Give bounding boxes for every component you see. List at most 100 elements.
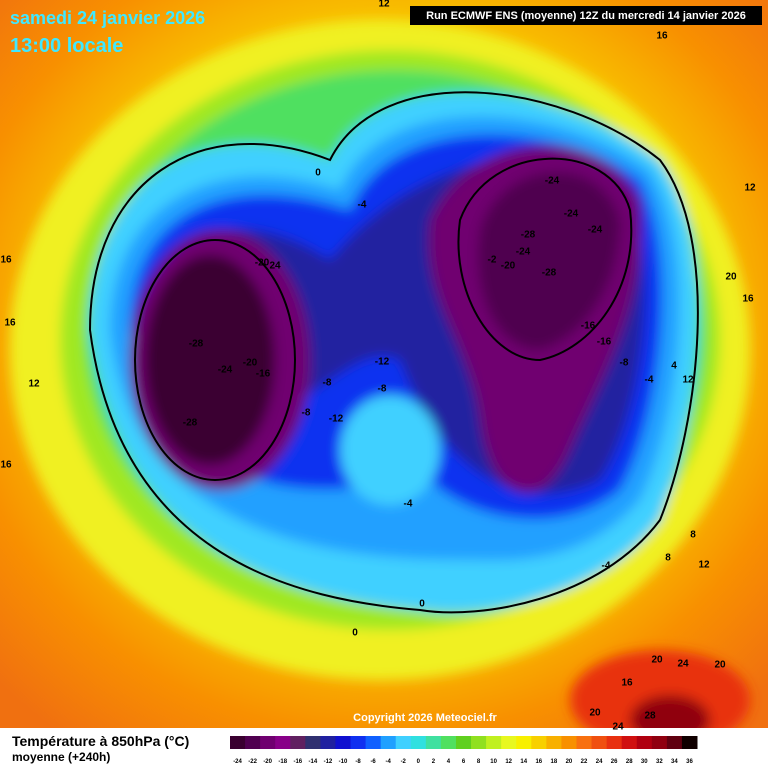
scale-swatch bbox=[365, 736, 382, 749]
contour-label: -2 bbox=[488, 255, 497, 266]
scale-label: -6 bbox=[370, 759, 376, 765]
contour-label: 16 bbox=[0, 460, 12, 471]
scale-label: 20 bbox=[566, 759, 573, 765]
contour-label: 20 bbox=[714, 660, 726, 671]
scale-label: -2 bbox=[401, 759, 407, 765]
run-info: Run ECMWF ENS (moyenne) 12Z du mercredi … bbox=[426, 10, 746, 22]
scale-label: 4 bbox=[447, 759, 451, 765]
scale-swatch bbox=[455, 736, 472, 749]
contour-label: -16 bbox=[581, 321, 596, 332]
contour-label: 16 bbox=[0, 255, 12, 266]
contour-label: -16 bbox=[256, 369, 271, 380]
contour-label: -8 bbox=[302, 408, 311, 419]
scale-label: 6 bbox=[462, 759, 466, 765]
contour-label: 24 bbox=[269, 261, 281, 272]
scale-swatch bbox=[576, 736, 593, 749]
scale-swatch bbox=[335, 736, 352, 749]
contour-label: -28 bbox=[542, 268, 557, 279]
scale-label: 8 bbox=[477, 759, 481, 765]
scale-swatch bbox=[591, 736, 608, 749]
scale-swatch bbox=[486, 736, 502, 749]
contour-label: -24 bbox=[588, 225, 603, 236]
scale-label: 32 bbox=[656, 759, 663, 765]
contour-label: -4 bbox=[404, 499, 413, 510]
contour-label: -8 bbox=[378, 384, 387, 395]
scale-swatch bbox=[621, 736, 638, 749]
contour-label: -24 bbox=[545, 176, 560, 187]
contour-label: -12 bbox=[375, 357, 390, 368]
scale-swatch bbox=[651, 736, 668, 749]
contour-label: 16 bbox=[621, 678, 633, 689]
contour-label: 12 bbox=[698, 560, 710, 571]
scale-label: -20 bbox=[263, 759, 272, 765]
contour-label: -20 bbox=[243, 358, 258, 369]
contour-label: 20 bbox=[651, 655, 663, 666]
scale-swatch bbox=[320, 736, 336, 749]
contour-label: 12 bbox=[28, 379, 40, 390]
scale-label: 30 bbox=[641, 759, 648, 765]
scale-label: -22 bbox=[248, 759, 257, 765]
scale-swatch bbox=[260, 736, 276, 749]
color-scale: -24 -22 -20 -18 -16 -14 -12 -10 -8 -6 -4 -2 0 2 4 6 8 10 1… bbox=[230, 736, 698, 765]
scale-label: 2 bbox=[432, 759, 436, 765]
scale-swatch bbox=[425, 736, 442, 749]
contour-label: 16 bbox=[4, 318, 16, 329]
scale-label: 26 bbox=[611, 759, 618, 765]
copyright: Copyright 2026 Meteociel.fr bbox=[353, 712, 497, 724]
contour-label: 20 bbox=[589, 708, 601, 719]
scale-label: 18 bbox=[551, 759, 558, 765]
scale-swatch bbox=[380, 736, 397, 749]
contour-label: 16 bbox=[742, 294, 754, 305]
contour-label: 0 bbox=[419, 599, 425, 610]
scale-label: 36 bbox=[686, 759, 693, 765]
scale-label: -8 bbox=[355, 759, 361, 765]
scale-label: 34 bbox=[671, 759, 678, 765]
scale-label: 28 bbox=[626, 759, 633, 765]
contour-label: 24 bbox=[612, 722, 624, 733]
scale-label: 12 bbox=[505, 759, 512, 765]
scale-label: -4 bbox=[386, 759, 392, 765]
contour-label: -4 bbox=[358, 200, 367, 211]
scale-label: -18 bbox=[278, 759, 287, 765]
contour-label: -28 bbox=[189, 339, 204, 350]
scale-swatch bbox=[561, 736, 577, 749]
contour-label: -16 bbox=[597, 337, 612, 348]
contour-label: -20 bbox=[255, 258, 270, 269]
contour-label: 4 bbox=[671, 361, 677, 372]
scale-swatch bbox=[290, 736, 306, 749]
scale-label: 16 bbox=[535, 759, 542, 765]
contour-label: 0 bbox=[352, 628, 358, 639]
contour-label: -28 bbox=[183, 418, 198, 429]
contour-label: 8 bbox=[665, 553, 671, 564]
scale-label: -12 bbox=[324, 759, 333, 765]
contour-label: -4 bbox=[602, 561, 611, 572]
contour-label: -8 bbox=[323, 378, 332, 389]
scale-label: 24 bbox=[596, 759, 603, 765]
scale-label: -24 bbox=[233, 759, 242, 765]
scale-swatch bbox=[531, 736, 547, 749]
contour-label: 8 bbox=[690, 530, 696, 541]
scale-swatch bbox=[471, 736, 487, 749]
contour-label: 28 bbox=[644, 711, 656, 722]
scale-label: 14 bbox=[520, 759, 527, 765]
scale-label: -10 bbox=[339, 759, 348, 765]
contour-label: 0 bbox=[315, 168, 321, 179]
run-box bbox=[410, 6, 762, 25]
scale-swatch bbox=[681, 736, 698, 749]
scale-swatch bbox=[395, 736, 412, 749]
scale-swatch bbox=[410, 736, 427, 749]
scale-swatch bbox=[350, 736, 367, 749]
legend-subtitle: moyenne (+240h) bbox=[12, 750, 110, 764]
scale-label: 22 bbox=[581, 759, 588, 765]
contour-label: -24 bbox=[218, 365, 233, 376]
contour-label: -20 bbox=[501, 261, 516, 272]
contour-label: 24 bbox=[677, 659, 689, 670]
scale-swatch bbox=[275, 736, 291, 749]
scale-swatch bbox=[516, 736, 532, 749]
contour-label: -12 bbox=[329, 414, 344, 425]
contour-label: 20 bbox=[725, 272, 737, 283]
scale-swatch bbox=[666, 736, 683, 749]
map-time: 13:00 locale bbox=[10, 35, 123, 57]
scale-swatch bbox=[230, 736, 246, 749]
